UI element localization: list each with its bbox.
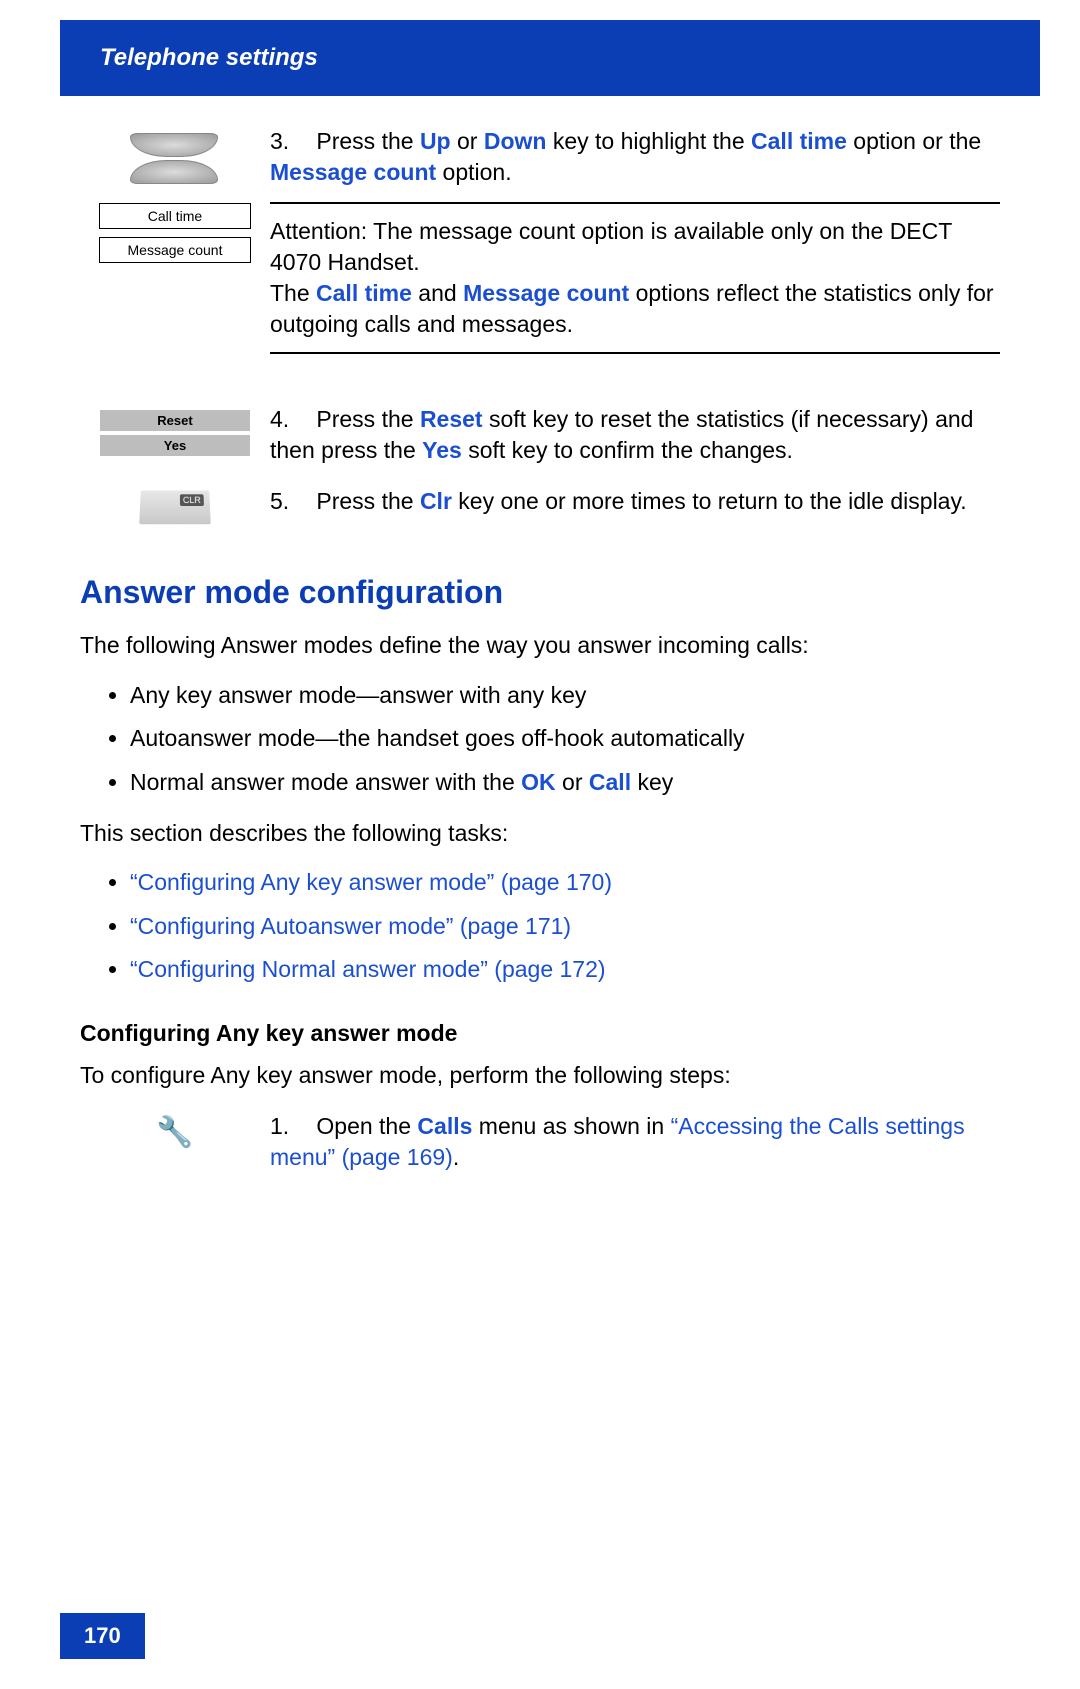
t: Press the xyxy=(316,406,420,432)
kw-reset: Reset xyxy=(420,406,483,432)
t: key one or more times to return to the i… xyxy=(452,488,967,514)
attention-line2: The Call time and Message count options … xyxy=(270,278,1000,340)
header-title: Telephone settings xyxy=(100,44,318,72)
t: Press the xyxy=(316,488,420,514)
kw-call: Call xyxy=(589,769,631,795)
step-5-number: 5. xyxy=(270,486,310,517)
t: Press the xyxy=(316,128,420,154)
sub-step-1: 🔧 1. Open the Calls menu as shown in “Ac… xyxy=(80,1111,1000,1173)
t: option. xyxy=(436,159,511,185)
t: menu as shown in xyxy=(472,1113,670,1139)
attention-block: Attention: The message count option is a… xyxy=(270,202,1000,354)
rocker-icon xyxy=(130,130,220,187)
kw-calltime: Call time xyxy=(751,128,847,154)
task-link-normal[interactable]: “Configuring Normal answer mode” (page 1… xyxy=(130,956,606,982)
t: and xyxy=(412,280,463,306)
step-3-number: 3. xyxy=(270,126,310,157)
mode-any-key: Any key answer mode—answer with any key xyxy=(130,674,1000,718)
step-3-graphic-col: Call time Message count xyxy=(80,126,270,384)
t: or xyxy=(451,128,484,154)
answer-modes-list: Any key answer mode—answer with any key … xyxy=(80,674,1000,805)
attention-line1: Attention: The message count option is a… xyxy=(270,216,1000,278)
t: key to highlight the xyxy=(546,128,751,154)
task-link-anykey[interactable]: “Configuring Any key answer mode” (page … xyxy=(130,869,612,895)
t: soft key to confirm the changes. xyxy=(462,437,793,463)
softkey-reset: Reset xyxy=(100,410,250,431)
tasks-list: “Configuring Any key answer mode” (page … xyxy=(80,861,1000,992)
clr-key-icon xyxy=(139,491,211,525)
section-title: Answer mode configuration xyxy=(80,574,1000,611)
step-5-graphic-col xyxy=(80,486,270,524)
subsection-title: Configuring Any key answer mode xyxy=(80,1020,1000,1047)
t: . xyxy=(453,1144,459,1170)
task-link-autoanswer[interactable]: “Configuring Autoanswer mode” (page 171) xyxy=(130,913,571,939)
kw-msgcount-2: Message count xyxy=(463,280,629,306)
wrench-icon: 🔧 xyxy=(80,1115,270,1150)
t: Open the xyxy=(316,1113,417,1139)
section-intro: The following Answer modes define the wa… xyxy=(80,629,1000,661)
step-4-text: 4. Press the Reset soft key to reset the… xyxy=(270,404,1000,466)
kw-calls: Calls xyxy=(417,1113,472,1139)
step-4-graphic-col: Reset Yes xyxy=(80,404,270,466)
step-3-text: 3. Press the Up or Down key to highlight… xyxy=(270,126,1000,188)
step-5: 5. Press the Clr key one or more times t… xyxy=(80,486,1000,524)
sub-step-1-graphic-col: 🔧 xyxy=(80,1111,270,1173)
kw-up: Up xyxy=(420,128,451,154)
softkey-yes: Yes xyxy=(100,435,250,456)
t: The xyxy=(270,280,316,306)
kw-msgcount: Message count xyxy=(270,159,436,185)
kw-yes: Yes xyxy=(422,437,462,463)
option-call-time: Call time xyxy=(99,203,251,229)
step-4: Reset Yes 4. Press the Reset soft key to… xyxy=(80,404,1000,466)
kw-calltime-2: Call time xyxy=(316,280,412,306)
subsection-intro: To configure Any key answer mode, perfor… xyxy=(80,1059,1000,1091)
step-3: Call time Message count 3. Press the Up … xyxy=(80,126,1000,384)
t: or xyxy=(556,769,589,795)
option-message-count: Message count xyxy=(99,237,251,263)
t: Normal answer mode answer with the xyxy=(130,769,521,795)
kw-down: Down xyxy=(484,128,547,154)
step-5-text: 5. Press the Clr key one or more times t… xyxy=(270,486,1000,524)
t: option or the xyxy=(847,128,981,154)
sub-step-1-text: 1. Open the Calls menu as shown in “Acce… xyxy=(270,1111,1000,1173)
sub-step-1-number: 1. xyxy=(270,1111,310,1142)
kw-clr: Clr xyxy=(420,488,452,514)
t: key xyxy=(631,769,673,795)
page-header: Telephone settings xyxy=(60,20,1040,96)
step-4-number: 4. xyxy=(270,404,310,435)
tasks-intro: This section describes the following tas… xyxy=(80,817,1000,849)
mode-autoanswer: Autoanswer mode—the handset goes off-hoo… xyxy=(130,717,1000,761)
page-number: 170 xyxy=(60,1613,145,1659)
mode-normal: Normal answer mode answer with the OK or… xyxy=(130,761,1000,805)
kw-ok: OK xyxy=(521,769,556,795)
